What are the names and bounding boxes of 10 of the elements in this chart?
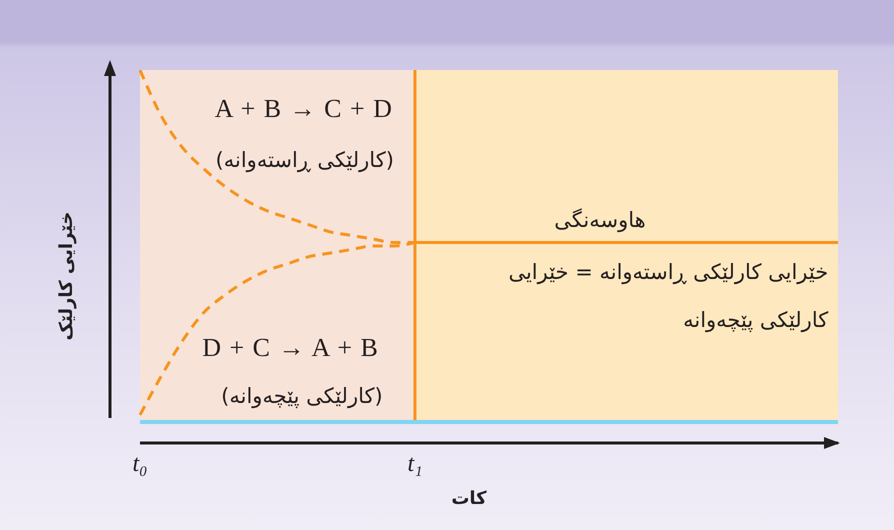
annotation: A + B → C + D [214,94,392,123]
x-tick-label: t₀ [132,451,148,477]
annotation: D + C → A + B [202,332,378,362]
annotation: (کارلێکی پێچەوانە) [221,384,383,409]
x-tick-label: t₁ [407,451,422,477]
x-axis-title: کات [451,488,488,509]
annotation: خێرایی کارلێکی ڕاستەوانە = خێرایی کارلێکی پێچەوانە [508,260,828,333]
annotation: هاوسەنگی [554,208,646,233]
annotation: (کارلێکی ڕاستەوانە) [216,148,394,174]
y-axis-title: خێرایی کارلێک [56,211,77,341]
